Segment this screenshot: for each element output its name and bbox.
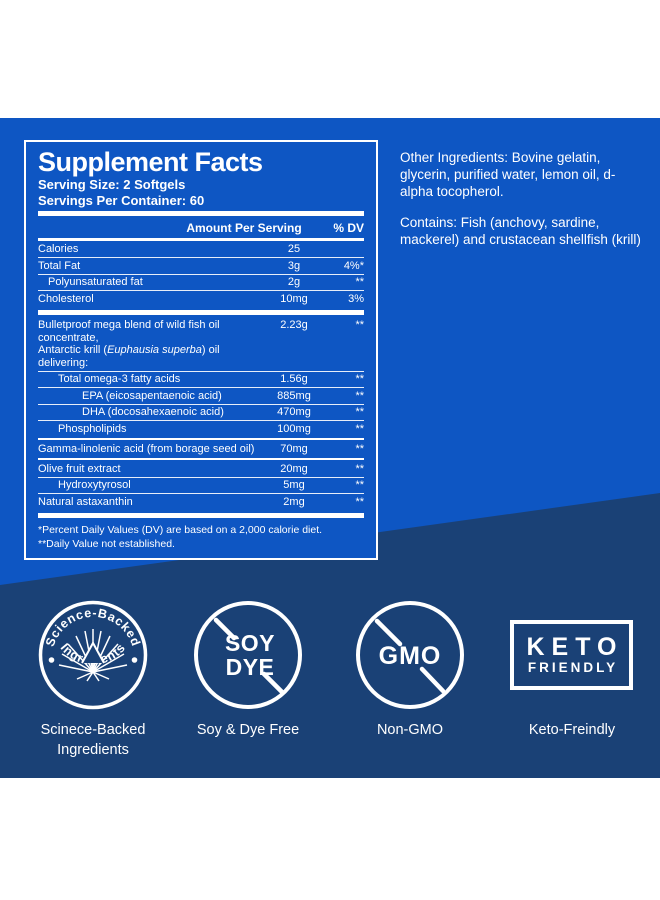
facts-row: Natural astaxanthin 2mg ** [38, 495, 364, 508]
divider [38, 493, 364, 494]
divider [38, 257, 364, 258]
row-amount: 100mg [277, 422, 311, 435]
divider [38, 238, 364, 241]
row-dv: 4%* [343, 259, 364, 272]
keto-text: KETO [526, 633, 624, 661]
divider [38, 512, 364, 518]
row-amount: 3g [287, 259, 301, 272]
supplement-facts-title: Supplement Facts [38, 147, 263, 177]
row-dv: ** [355, 406, 364, 418]
row-dv: ** [355, 319, 364, 331]
row-dv: ** [355, 373, 364, 385]
supplement-facts-panel: Supplement Facts Serving Size: 2 Softgel… [24, 140, 378, 560]
science-backed-badge: Science-Backed Ingredients [37, 599, 149, 711]
gmo-text: GMO [379, 642, 442, 670]
keto-friendly-badge: KETO FRIENDLY [510, 620, 633, 690]
divider [38, 437, 364, 440]
soy-dye-free-caption: Soy & Dye Free [196, 722, 300, 738]
row-dv: ** [355, 462, 364, 475]
non-gmo-badge: GMO [354, 599, 466, 711]
facts-row: Phospholipids 100mg ** [58, 422, 364, 435]
row-dv: ** [355, 422, 364, 435]
blue-background: Supplement Facts Serving Size: 2 Softgel… [0, 118, 660, 778]
row-dv: ** [355, 389, 364, 402]
facts-row: DHA (docosahexaenoic acid) 470mg ** [82, 406, 364, 418]
row-amount: 25 [287, 243, 301, 255]
facts-row: Bulletproof mega blend of wild fish oil … [38, 319, 364, 369]
soy-dye-free-badge: SOY DYE [192, 599, 304, 711]
amount-per-serving-header: Amount Per Serving [186, 221, 302, 235]
facts-row: EPA (eicosapentaenoic acid) 885mg ** [82, 389, 364, 402]
facts-row: Hydroxytyrosol 5mg ** [58, 479, 364, 491]
divider [38, 403, 364, 405]
divider [38, 273, 364, 275]
no-gmo-icon: GMO [356, 601, 464, 709]
divider [38, 309, 364, 315]
row-amount: 70mg [280, 442, 308, 455]
facts-row: Total omega-3 fatty acids 1.56g ** [58, 373, 364, 385]
footnote-dv: *Percent Daily Values (DV) are based on … [38, 523, 323, 536]
row-amount: 2.23g [280, 319, 308, 331]
friendly-text: FRIENDLY [527, 660, 619, 675]
facts-row: Total Fat 3g 4%* [38, 259, 364, 272]
divider [38, 420, 364, 421]
facts-footnotes: *Percent Daily Values (DV) are based on … [38, 521, 364, 551]
no-soy-dye-icon: SOY DYE [194, 601, 302, 709]
divider [38, 290, 364, 291]
row-amount: 885mg [277, 389, 311, 402]
row-amount: 5mg [283, 479, 305, 491]
row-amount: 1.56g [280, 373, 308, 385]
facts-row: Gamma-linolenic acid (from borage seed o… [38, 442, 364, 455]
contains-text: Contains: Fish (anchovy, sardine, macker… [400, 215, 641, 247]
facts-table-header: Amount Per Serving % DV [38, 219, 364, 237]
row-dv: ** [355, 479, 364, 491]
dv-header: % DV [333, 221, 364, 235]
keto-friendly-caption: Keto-Freindly [528, 722, 616, 738]
row-amount: 2mg [283, 495, 305, 508]
row-amount: 10mg [280, 292, 308, 305]
dye-text: DYE [226, 654, 275, 680]
row-amount: 20mg [280, 462, 308, 475]
row-dv: 3% [348, 292, 364, 305]
footnote-not-established: **Daily Value not established. [38, 537, 175, 550]
facts-rows: Calories 25 Total Fat 3g 4%* Polyunsaturated … [38, 242, 364, 518]
starburst-icon [58, 629, 128, 682]
facts-row: Olive fruit extract 20mg ** [38, 462, 364, 475]
facts-row: Polyunsaturated fat 2g ** [48, 276, 364, 288]
serving-size: Serving Size: 2 Softgels [38, 177, 186, 192]
row-amount: 470mg [277, 406, 311, 418]
row-dv: ** [355, 276, 364, 288]
divider [38, 387, 364, 388]
row-amount: 2g [287, 276, 301, 288]
divider [38, 211, 364, 216]
other-ingredients-text: Other Ingredients: Bovine gelatin, glyce… [400, 150, 616, 199]
soy-text: SOY [225, 630, 275, 656]
facts-row: Calories 25 [38, 242, 364, 258]
non-gmo-caption: Non-GMO [376, 722, 444, 738]
side-ingredient-text: Other Ingredients: Bovine gelatin, glyce… [400, 149, 645, 262]
divider [38, 476, 364, 478]
row-dv: ** [355, 442, 364, 455]
divider [38, 370, 364, 372]
science-backed-stamp-icon: Science-Backed Ingredients [38, 600, 148, 710]
science-backed-caption: Scinece-Backed Ingredients [40, 722, 146, 758]
servings-per-container: Servings Per Container: 60 [38, 192, 205, 208]
facts-row: Cholesterol 10mg 3% [38, 292, 364, 305]
divider [38, 457, 364, 460]
row-dv: ** [355, 495, 364, 508]
